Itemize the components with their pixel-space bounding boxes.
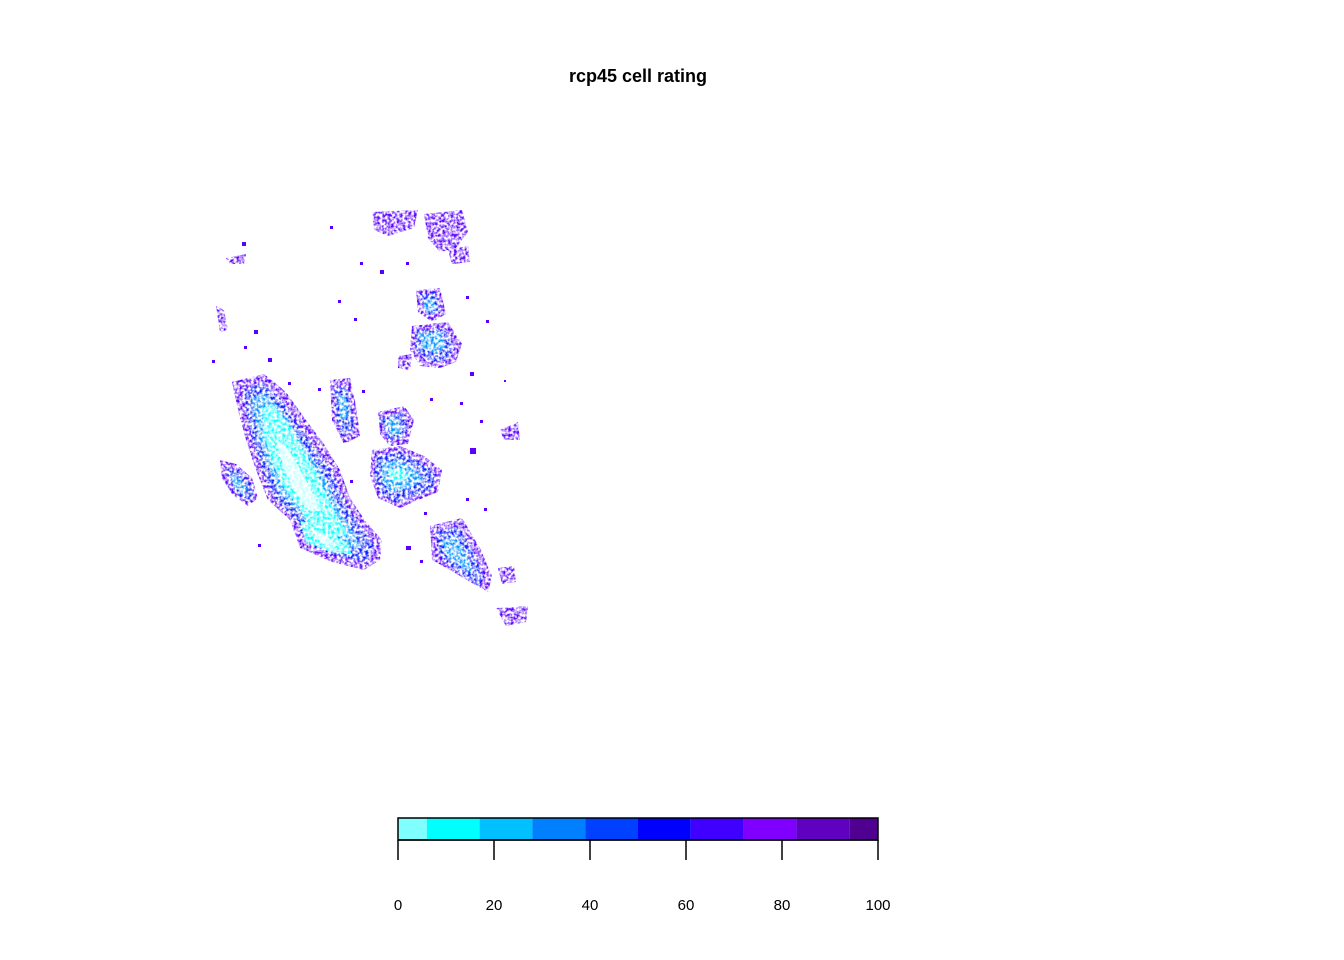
color-key-tick-label: 20 xyxy=(486,897,503,914)
chart-title: rcp45 cell rating xyxy=(568,66,708,86)
color-key-cell xyxy=(532,818,586,840)
color-key-cell xyxy=(398,818,427,840)
color-key: 0 20 40 60 80 100 xyxy=(394,817,891,914)
color-key-cell xyxy=(690,818,744,840)
color-key-tick-label: 100 xyxy=(865,897,890,914)
color-key-cells xyxy=(398,818,878,840)
color-key-cell xyxy=(479,818,533,840)
color-key-cell xyxy=(743,818,797,840)
color-key-tick-label: 40 xyxy=(582,897,599,914)
color-key-cell xyxy=(585,818,638,840)
color-key-tick-label: 60 xyxy=(678,897,695,914)
color-key-cell xyxy=(849,818,878,840)
color-key-cell xyxy=(638,818,691,840)
color-key-cell xyxy=(796,818,850,840)
color-key-cell xyxy=(426,818,480,840)
color-key-tick-label: 80 xyxy=(774,897,791,914)
raster-map xyxy=(216,210,528,626)
color-key-tick-label: 0 xyxy=(394,897,402,914)
raster-specks xyxy=(212,226,506,563)
color-key-ticks: 0 20 40 60 80 100 xyxy=(394,840,891,914)
